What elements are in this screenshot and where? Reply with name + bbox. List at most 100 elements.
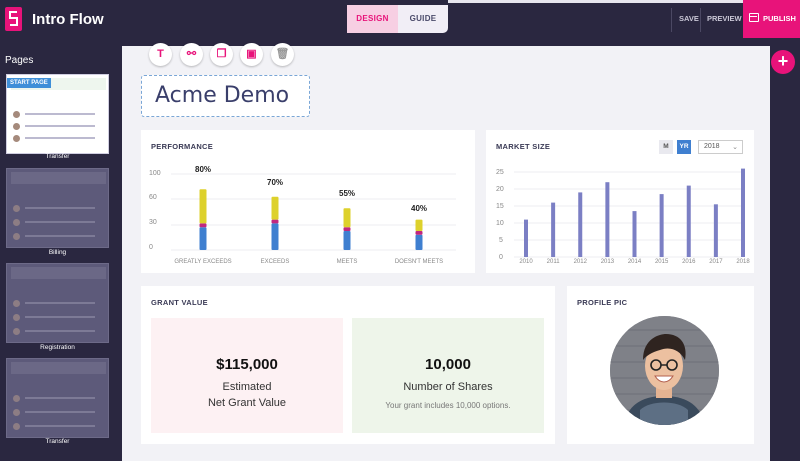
tab-design[interactable]: DESIGN: [347, 5, 398, 33]
bar-label: 55%: [339, 189, 356, 198]
year-value: 2018: [704, 143, 720, 150]
grant-label: Net Grant Value: [207, 397, 287, 409]
shares-note: Your grant includes 10,000 options.: [385, 401, 511, 410]
mode-toggle: DESIGN GUIDE: [347, 5, 448, 33]
x-category: EXCEEDS: [260, 259, 290, 265]
app-title: Intro Flow: [32, 11, 104, 28]
shares-label: Number of Shares: [403, 381, 493, 393]
divider: [671, 8, 672, 32]
y-tick: 5: [499, 237, 503, 244]
bar-segment: [199, 223, 207, 228]
bar-segment: [343, 227, 351, 231]
bar-segment: [271, 196, 279, 220]
y-tick: 0: [499, 254, 503, 261]
x-category: MEETS: [336, 259, 358, 265]
market-bar: [659, 194, 664, 257]
shares-value: 10,000: [425, 356, 471, 373]
y-tick: 25: [496, 169, 504, 176]
y-tick: 60: [149, 194, 157, 201]
tab-guide[interactable]: GUIDE: [409, 14, 437, 23]
y-tick: 15: [496, 203, 504, 210]
y-tick: 0: [149, 244, 153, 251]
page-thumbnail-transfer-2[interactable]: [6, 358, 109, 438]
page-title: Acme Demo: [155, 83, 290, 108]
add-image-icon[interactable]: ▣: [240, 43, 263, 66]
page-thumbnail-billing[interactable]: [6, 168, 109, 248]
x-year-label: 2014: [627, 259, 642, 265]
page-name: Transfer: [45, 153, 70, 160]
publish-icon: [749, 13, 759, 22]
x-category: GREATLY EXCEEDS: [174, 259, 232, 265]
page-name: Transfer: [45, 438, 70, 445]
market-bar: [605, 182, 610, 257]
publish-label: PUBLISH: [763, 14, 796, 23]
x-year-label: 2013: [600, 259, 615, 265]
bar-segment: [343, 208, 351, 228]
bar-segment: [271, 219, 279, 224]
bar-segment: [199, 189, 207, 224]
bar-segment: [199, 227, 207, 250]
market-bar: [551, 202, 556, 257]
bar-segment: [343, 231, 351, 250]
x-year-label: 2016: [682, 259, 696, 265]
chevron-down-icon: ⌄: [732, 144, 738, 151]
link-icon[interactable]: ⚯: [180, 43, 203, 66]
trash-icon[interactable]: 🗑: [271, 43, 294, 66]
publish-button[interactable]: PUBLISH: [743, 0, 800, 38]
profile-pic-card: PROFILE PIC: [567, 286, 754, 444]
grant-value-card: GRANT VALUE $115,000 Estimated Net Grant…: [141, 286, 555, 444]
market-bar: [524, 219, 528, 257]
page-thumbnail-registration[interactable]: [6, 263, 109, 343]
performance-chart: [171, 173, 456, 251]
market-bar: [713, 204, 718, 257]
performance-title: PERFORMANCE: [151, 142, 214, 151]
toggle-year[interactable]: YR: [677, 140, 691, 154]
bar-segment: [271, 223, 279, 250]
x-year-label: 2012: [573, 259, 587, 265]
market-bar: [686, 185, 691, 257]
market-title: MARKET SIZE: [496, 142, 551, 151]
bar-segment: [415, 219, 423, 231]
bar-label: 80%: [195, 165, 212, 174]
x-year-label: 2017: [709, 259, 723, 265]
add-element-button[interactable]: +: [771, 50, 795, 74]
market-chart: [514, 168, 745, 258]
performance-card: PERFORMANCE 100 60 30 0 GREATLY EXCEEDS …: [141, 130, 475, 273]
year-select[interactable]: 2018 ⌄: [698, 140, 743, 154]
x-year-label: 2015: [654, 259, 669, 265]
market-size-card: MARKET SIZE M YR 2018 ⌄ 25 20 15 10 5 0 …: [486, 130, 754, 273]
estimated-grant-box: $115,000 Estimated Net Grant Value: [151, 318, 343, 433]
copy-icon[interactable]: ❐: [210, 43, 233, 66]
save-button[interactable]: SAVE: [679, 14, 699, 23]
avatar[interactable]: [610, 316, 719, 425]
y-tick: 30: [149, 219, 157, 226]
preview-button[interactable]: PREVIEW: [707, 14, 742, 23]
app-logo-icon[interactable]: [5, 7, 22, 31]
page-name: Registration: [40, 344, 75, 351]
page-thumbnail-transfer[interactable]: START PAGE: [6, 74, 109, 154]
toggle-month[interactable]: M: [659, 140, 673, 154]
bar-label: 40%: [411, 204, 428, 213]
bar-label: 70%: [267, 178, 284, 187]
x-year-label: 2010: [519, 259, 533, 265]
profile-title: PROFILE PIC: [577, 298, 628, 307]
x-category: DOESN'T MEETS: [394, 259, 444, 265]
pages-heading: Pages: [5, 55, 34, 66]
x-year-label: 2011: [546, 259, 560, 265]
page-name: Billing: [48, 249, 67, 256]
pages-sidebar: Pages START PAGE Transfer Billing Regist…: [0, 38, 122, 461]
text-icon[interactable]: T: [149, 43, 172, 66]
title-text-box[interactable]: Acme Demo: [141, 75, 310, 117]
grant-value: $115,000: [216, 356, 278, 373]
y-tick: 100: [149, 170, 161, 177]
grant-label: Estimated: [222, 381, 272, 393]
market-bar: [632, 211, 637, 257]
grant-title: GRANT VALUE: [151, 298, 208, 307]
top-bar: Intro Flow DESIGN GUIDE SAVE PREVIEW PUB…: [0, 0, 800, 38]
shares-box: 10,000 Number of Shares Your grant inclu…: [352, 318, 544, 433]
divider: [700, 8, 701, 32]
market-bar: [578, 192, 583, 257]
x-year-label: 2018: [736, 259, 750, 265]
market-bar: [741, 168, 745, 257]
top-divider: [448, 0, 743, 3]
